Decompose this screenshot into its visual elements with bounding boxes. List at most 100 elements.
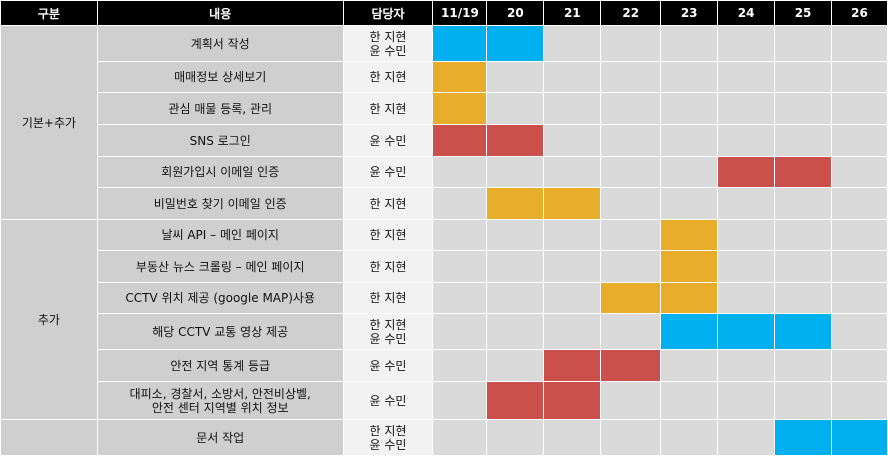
gantt-empty-cell [660,187,719,220]
task-cell: 비밀번호 찾기 이메일 인증 [96,187,344,220]
task-cell: 계획서 작성 [96,25,344,62]
gantt-bar-cell [774,313,833,350]
gantt-empty-cell [774,92,833,125]
gantt-empty-cell [543,124,602,157]
gantt-empty-cell [432,250,488,283]
gantt-empty-cell [717,419,776,456]
gantt-empty-cell [543,156,602,188]
header-date: 25 [774,0,833,26]
gantt-bar-cell [486,25,545,62]
owner-cell: 한 지현 윤 수민 [342,419,434,456]
gantt-empty-cell [543,219,602,251]
gantt-empty-cell [486,282,545,314]
owner-cell: 윤 수민 [342,124,434,157]
owner-cell: 한 지현 윤 수민 [342,313,434,350]
header-date: 26 [831,0,888,26]
gantt-empty-cell [774,61,833,93]
gantt-empty-cell [600,25,662,62]
gantt-empty-cell [831,349,888,382]
gantt-empty-cell [831,381,888,420]
gantt-empty-cell [660,419,719,456]
gantt-bar-cell [717,313,776,350]
gantt-empty-cell [717,187,776,220]
gantt-empty-cell [543,419,602,456]
gantt-empty-cell [717,349,776,382]
gantt-bar-cell [432,61,488,93]
gantt-empty-cell [831,313,888,350]
gantt-empty-cell [831,25,888,62]
table-row: SNS 로그인 윤 수민 [1,124,888,157]
table-row: 비밀번호 찾기 이메일 인증 한 지현 [1,187,888,220]
gantt-empty-cell [774,381,833,420]
header-date: 24 [717,0,776,26]
gantt-empty-cell [717,124,776,157]
task-cell: 관심 매물 등록, 관리 [96,92,344,125]
owner-cell: 한 지현 [342,219,434,251]
gantt-empty-cell [486,250,545,283]
gantt-empty-cell [600,381,662,420]
gantt-empty-cell [774,187,833,220]
header-date: 23 [660,0,719,26]
gantt-empty-cell [432,419,488,456]
gantt-empty-cell [543,92,602,125]
gantt-empty-cell [717,250,776,283]
gantt-empty-cell [717,61,776,93]
gantt-bar-cell [486,187,545,220]
category-cell [0,419,98,456]
gantt-empty-cell [660,25,719,62]
gantt-empty-cell [600,187,662,220]
owner-cell: 한 지현 윤 수민 [342,25,434,62]
task-cell: 안전 지역 통계 등급 [96,349,344,382]
gantt-empty-cell [600,250,662,283]
category-cell: 추가 [0,219,98,420]
gantt-empty-cell [660,61,719,93]
gantt-empty-cell [774,124,833,157]
gantt-bar-cell [774,156,833,188]
gantt-empty-cell [831,219,888,251]
gantt-empty-cell [660,349,719,382]
gantt-empty-cell [774,349,833,382]
task-cell: CCTV 위치 제공 (google MAP)사용 [96,282,344,314]
gantt-empty-cell [774,25,833,62]
gantt-empty-cell [660,92,719,125]
gantt-empty-cell [600,219,662,251]
header-category: 구분 [0,0,98,26]
gantt-empty-cell [543,313,602,350]
gantt-bar-cell [486,124,545,157]
table-row: 매매정보 상세보기 한 지현 [1,61,888,93]
gantt-bar-cell [600,349,662,382]
owner-cell: 한 지현 [342,282,434,314]
gantt-empty-cell [717,25,776,62]
header-date: 11/19 [432,0,488,26]
gantt-empty-cell [486,92,545,125]
table-row: 회원가입시 이메일 인증 윤 수민 [1,156,888,188]
gantt-empty-cell [660,381,719,420]
gantt-empty-cell [543,250,602,283]
table-row: 대피소, 경찰서, 소방서, 안전비상벨, 안전 센터 지역별 위치 정보 윤 수… [1,381,888,420]
gantt-empty-cell [717,92,776,125]
gantt-bar-cell [432,25,488,62]
task-cell: 대피소, 경찰서, 소방서, 안전비상벨, 안전 센터 지역별 위치 정보 [96,381,344,420]
owner-cell: 한 지현 [342,61,434,93]
category-cell: 기본+추가 [0,25,98,220]
gantt-empty-cell [774,282,833,314]
header-content: 내용 [96,0,344,26]
gantt-empty-cell [831,250,888,283]
table-row: 추가 날씨 API – 메인 페이지 한 지현 [0,219,888,420]
gantt-empty-cell [486,349,545,382]
gantt-empty-cell [831,61,888,93]
gantt-empty-cell [600,92,662,125]
task-cell: SNS 로그인 [96,124,344,157]
header-date: 21 [543,0,602,26]
task-cell: 부동산 뉴스 크롤링 – 메인 페이지 [96,250,344,283]
gantt-empty-cell [432,219,488,251]
gantt-bar-cell [600,282,662,314]
gantt-empty-cell [486,419,545,456]
gantt-empty-cell [600,124,662,157]
owner-cell: 윤 수민 [342,349,434,382]
gantt-empty-cell [600,156,662,188]
task-cell: 문서 작업 [96,419,344,456]
task-cell: 날씨 API – 메인 페이지 [96,219,344,251]
gantt-bar-cell [486,381,545,420]
gantt-empty-cell [831,156,888,188]
